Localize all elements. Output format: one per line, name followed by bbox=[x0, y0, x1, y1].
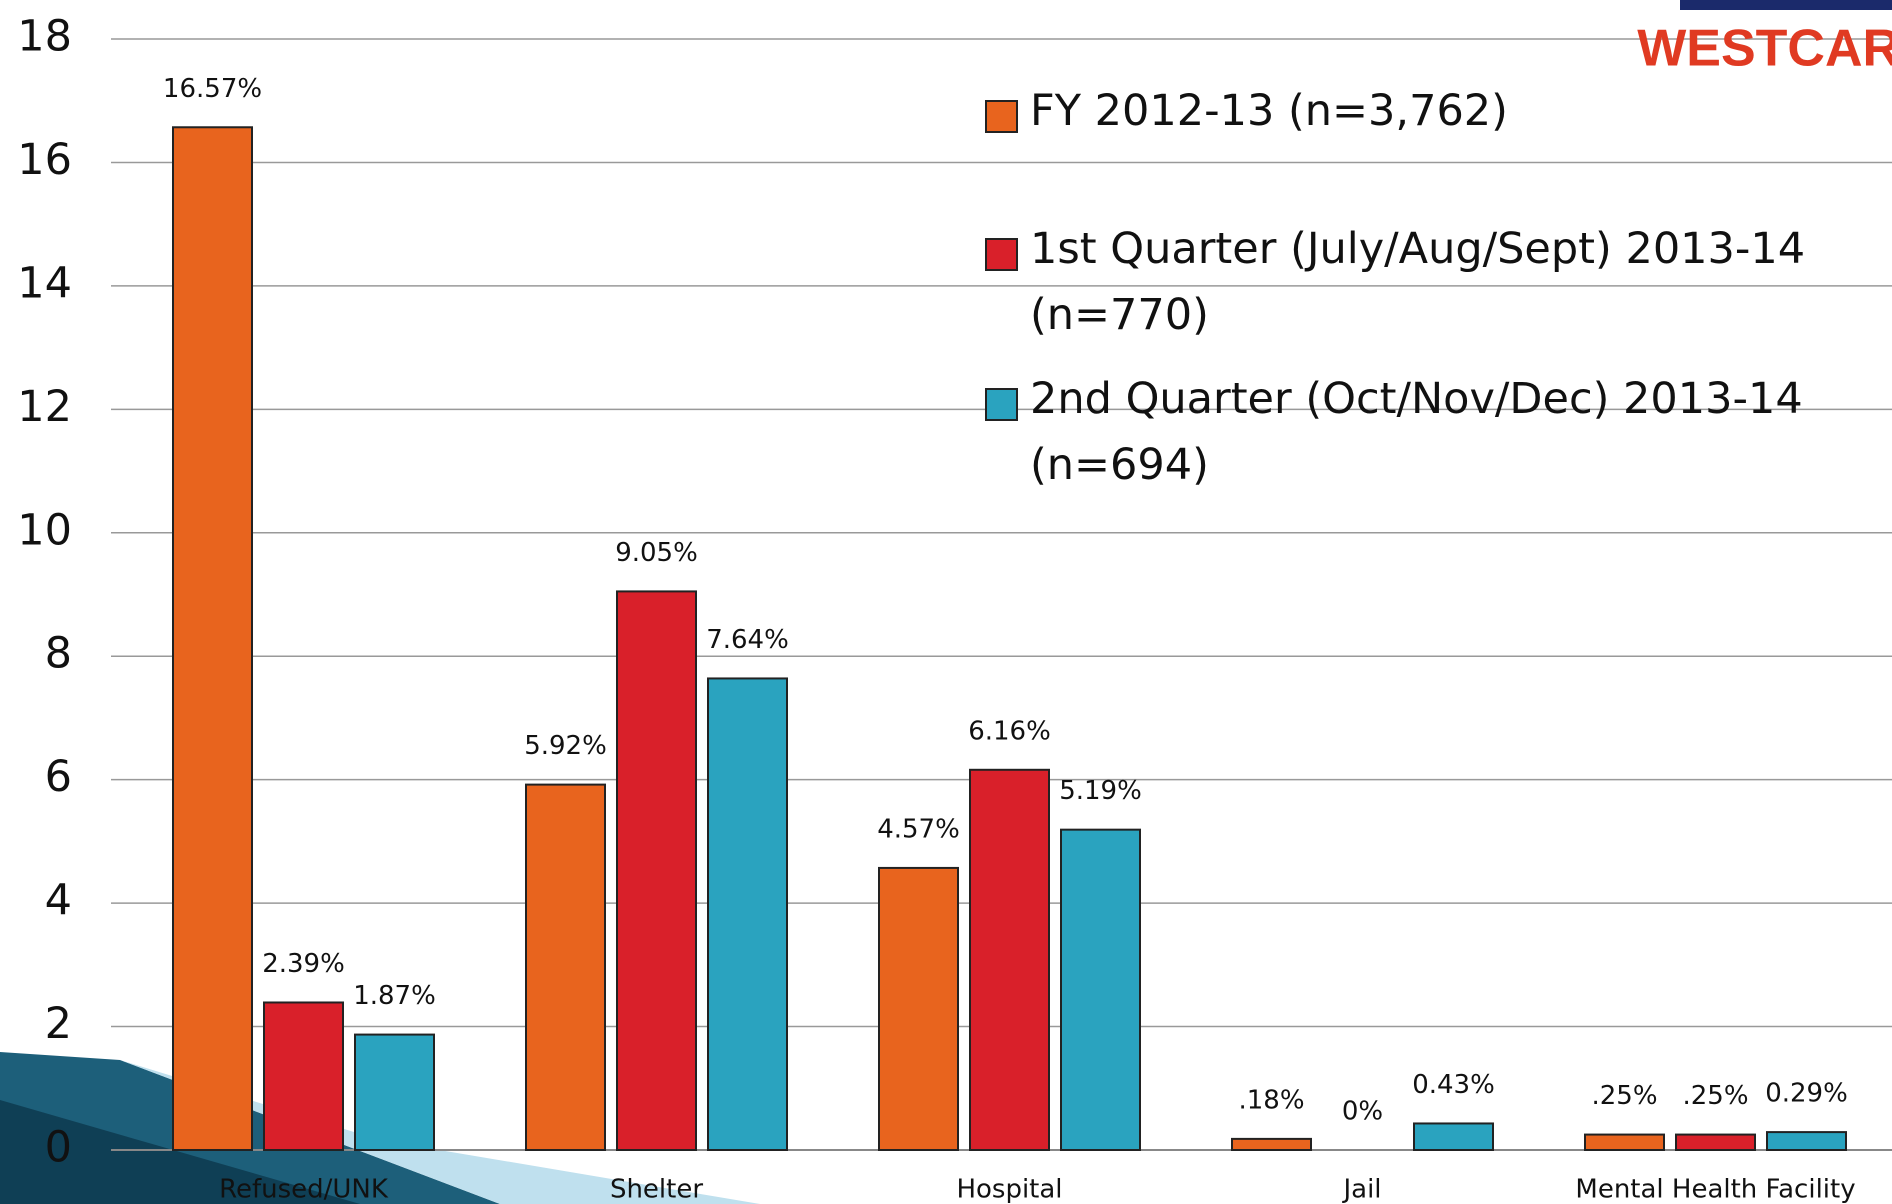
value-label: 2.39% bbox=[262, 949, 345, 979]
value-label: .25% bbox=[1591, 1081, 1657, 1111]
bar bbox=[525, 783, 606, 1151]
y-tick-label: 14 bbox=[17, 258, 72, 308]
value-label: 5.92% bbox=[524, 731, 607, 761]
legend-label: 2nd Quarter (Oct/Nov/Dec) 2013-14 (n=694… bbox=[1030, 374, 1803, 490]
x-tick-label: Hospital bbox=[956, 1175, 1062, 1204]
value-label: 0.43% bbox=[1412, 1070, 1495, 1100]
bar bbox=[969, 768, 1050, 1152]
x-tick-label: Jail bbox=[1341, 1175, 1381, 1204]
legend-item: FY 2012-13 (n=3,762) bbox=[985, 78, 1835, 144]
y-tick-label: 0 bbox=[45, 1123, 72, 1173]
bar bbox=[616, 590, 697, 1151]
legend-label: FY 2012-13 (n=3,762) bbox=[1030, 86, 1508, 136]
legend: FY 2012-13 (n=3,762) 1st Quarter (July/Au… bbox=[985, 78, 1835, 516]
bar bbox=[707, 677, 788, 1151]
y-tick-label: 16 bbox=[17, 135, 72, 185]
bar bbox=[1060, 828, 1141, 1152]
y-tick-label: 6 bbox=[45, 752, 72, 802]
value-label: 0.29% bbox=[1765, 1079, 1848, 1109]
value-label: 7.64% bbox=[706, 625, 789, 655]
legend-swatch bbox=[985, 238, 1018, 271]
y-tick-label: 8 bbox=[45, 629, 72, 679]
decor bbox=[120, 1060, 760, 1204]
y-tick-label: 18 bbox=[17, 12, 72, 62]
y-tick-label: 4 bbox=[45, 876, 72, 926]
bar bbox=[263, 1001, 344, 1151]
bar bbox=[1584, 1133, 1665, 1152]
y-tick-label: 2 bbox=[45, 999, 72, 1049]
x-tick-label: Shelter bbox=[610, 1175, 703, 1204]
legend-swatch bbox=[985, 388, 1018, 421]
value-label: 5.19% bbox=[1059, 776, 1142, 806]
value-label: .18% bbox=[1238, 1085, 1304, 1115]
legend-item: 1st Quarter (July/Aug/Sept) 2013-14 (n=7… bbox=[985, 216, 1835, 348]
logo: WESTCARE bbox=[1637, 20, 1892, 78]
value-label: 1.87% bbox=[353, 981, 436, 1011]
logo-bar bbox=[1680, 0, 1892, 10]
value-label: 0% bbox=[1342, 1097, 1383, 1127]
bar bbox=[172, 126, 253, 1152]
legend-swatch bbox=[985, 100, 1018, 133]
legend-item: 2nd Quarter (Oct/Nov/Dec) 2013-14 (n=694… bbox=[985, 366, 1835, 498]
bar bbox=[1766, 1131, 1847, 1152]
value-label: 6.16% bbox=[968, 716, 1051, 746]
bar bbox=[1231, 1137, 1312, 1152]
bar bbox=[878, 866, 959, 1151]
x-tick-label: Mental Health Facility bbox=[1575, 1175, 1855, 1204]
y-tick-label: 10 bbox=[17, 505, 72, 555]
value-label: 4.57% bbox=[877, 814, 960, 844]
bar bbox=[1413, 1122, 1494, 1152]
value-label: 16.57% bbox=[163, 74, 262, 104]
bar bbox=[354, 1033, 435, 1152]
y-tick-label: 12 bbox=[17, 382, 72, 432]
bar bbox=[1675, 1133, 1756, 1152]
value-label: .25% bbox=[1682, 1081, 1748, 1111]
value-label: 9.05% bbox=[615, 538, 698, 568]
legend-label: 1st Quarter (July/Aug/Sept) 2013-14 (n=7… bbox=[1030, 224, 1806, 340]
x-tick-label: Refused/UNK bbox=[219, 1175, 389, 1204]
decor bbox=[0, 1100, 360, 1204]
